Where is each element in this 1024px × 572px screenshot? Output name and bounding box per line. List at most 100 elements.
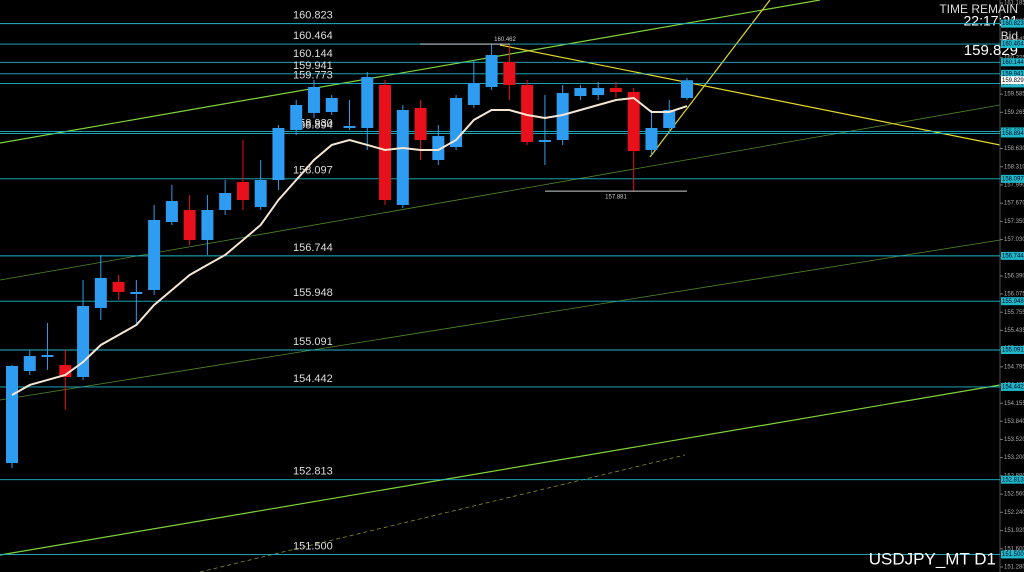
y-tick-label: 157.350 bbox=[1004, 219, 1024, 225]
level-label: 154.442 bbox=[293, 373, 333, 385]
level-label: 160.144 bbox=[293, 48, 333, 60]
y-tick-label: 153.520 bbox=[1004, 437, 1024, 443]
candle-body bbox=[485, 55, 498, 88]
candle-body bbox=[23, 356, 36, 372]
candle-body bbox=[325, 97, 338, 112]
level-box-label: 160.823 bbox=[1002, 21, 1024, 27]
y-tick-label: 151.600 bbox=[1004, 546, 1024, 552]
level-box bbox=[1001, 129, 1024, 138]
level-label: 151.500 bbox=[293, 540, 333, 552]
candle-body bbox=[663, 110, 676, 128]
candle-body bbox=[396, 110, 409, 205]
candle-body bbox=[521, 85, 534, 143]
level-label: 155.091 bbox=[293, 336, 333, 348]
trendline bbox=[0, 104, 1001, 281]
level-box bbox=[1001, 69, 1024, 78]
moving-average bbox=[11, 96, 688, 396]
y-tick-label: 153.840 bbox=[1004, 419, 1024, 425]
candle-body bbox=[201, 209, 214, 240]
candle-body bbox=[592, 88, 605, 96]
y-tick-label: 151.920 bbox=[1004, 528, 1024, 534]
level-box bbox=[1001, 40, 1024, 49]
candle-body bbox=[307, 87, 320, 113]
candle-body bbox=[59, 365, 72, 377]
level-box bbox=[1001, 174, 1024, 183]
candle-body bbox=[432, 136, 445, 160]
y-tick-label: 157.990 bbox=[1004, 183, 1024, 189]
level-box bbox=[1001, 251, 1024, 260]
level-box bbox=[1001, 550, 1024, 559]
y-tick-label: 155.435 bbox=[1004, 328, 1024, 334]
trendline bbox=[499, 44, 1001, 146]
candle-body bbox=[254, 179, 267, 208]
level-label: 160.464 bbox=[293, 30, 333, 42]
level-box bbox=[1001, 19, 1024, 28]
candle-body bbox=[77, 305, 90, 377]
candle-body bbox=[681, 80, 693, 98]
level-box-label: 158.894 bbox=[1002, 131, 1024, 137]
y-tick-label: 160.545 bbox=[1004, 37, 1024, 43]
level-label: 160.823 bbox=[293, 10, 333, 22]
y-tick-label: 153.200 bbox=[1004, 455, 1024, 461]
level-label: 152.813 bbox=[293, 466, 333, 478]
candle-body bbox=[183, 209, 196, 240]
time-remain-label: TIME REMAIN bbox=[939, 2, 1018, 16]
candle-body bbox=[556, 93, 569, 141]
bid-box bbox=[1001, 76, 1024, 85]
candle-body bbox=[467, 83, 480, 105]
candle-body bbox=[503, 62, 516, 86]
level-box bbox=[1001, 297, 1024, 306]
level-box bbox=[1001, 475, 1024, 484]
level-label: 156.744 bbox=[293, 242, 333, 254]
level-label: 159.941 bbox=[293, 60, 333, 72]
candle-body bbox=[165, 200, 178, 223]
candle-body bbox=[41, 355, 54, 358]
y-tick-label: 154.155 bbox=[1004, 401, 1024, 407]
y-tick-label: 158.630 bbox=[1004, 146, 1024, 152]
y-tick-label: 160.225 bbox=[1004, 55, 1024, 61]
trendline bbox=[0, 384, 1001, 556]
bid-box-label: 159.829 bbox=[1002, 78, 1024, 84]
y-tick-label: 152.240 bbox=[1004, 510, 1024, 516]
candle-body bbox=[94, 277, 107, 308]
y-tick-label: 161.185 bbox=[1004, 1, 1024, 7]
trendline bbox=[0, 239, 1001, 401]
level-box-label: 151.500 bbox=[1002, 552, 1024, 558]
candle-body bbox=[236, 181, 249, 201]
level-box-label: 155.091 bbox=[1002, 348, 1024, 354]
y-tick-label: 156.075 bbox=[1004, 292, 1024, 298]
level-box-label: 155.948 bbox=[1002, 299, 1024, 305]
candle-body bbox=[130, 291, 143, 294]
candle-body bbox=[290, 104, 303, 130]
candle-body bbox=[450, 97, 463, 148]
level-box bbox=[1001, 382, 1024, 391]
candle-body bbox=[219, 193, 232, 210]
candle-body bbox=[148, 220, 161, 290]
trendline bbox=[199, 454, 686, 572]
candle-body bbox=[609, 88, 622, 93]
candle-body bbox=[343, 126, 356, 128]
level-label: 155.948 bbox=[293, 287, 333, 299]
y-tick-label: 157.670 bbox=[1004, 201, 1024, 207]
annotation-label: 157.881 bbox=[605, 195, 627, 201]
candle-body bbox=[414, 108, 427, 141]
level-box-label: 152.813 bbox=[1002, 477, 1024, 483]
candle-body bbox=[627, 92, 640, 151]
candle-body bbox=[6, 365, 18, 464]
trendlines bbox=[0, 0, 1001, 572]
level-box-label: 159.941 bbox=[1002, 71, 1024, 77]
trendline bbox=[649, 0, 771, 158]
level-label: 158.894 bbox=[293, 119, 333, 131]
candle-body bbox=[361, 77, 374, 128]
candle-body bbox=[112, 281, 125, 292]
annotation-label: 160.462 bbox=[494, 37, 516, 43]
candle-body bbox=[574, 88, 587, 96]
y-tick-label: 159.585 bbox=[1004, 92, 1024, 98]
y-tick-label: 152.560 bbox=[1004, 492, 1024, 498]
y-tick-label: 159.265 bbox=[1004, 110, 1024, 116]
level-box-label: 160.464 bbox=[1002, 42, 1024, 48]
level-label: 158.097 bbox=[293, 165, 333, 177]
level-label: 158.930 bbox=[293, 117, 333, 129]
